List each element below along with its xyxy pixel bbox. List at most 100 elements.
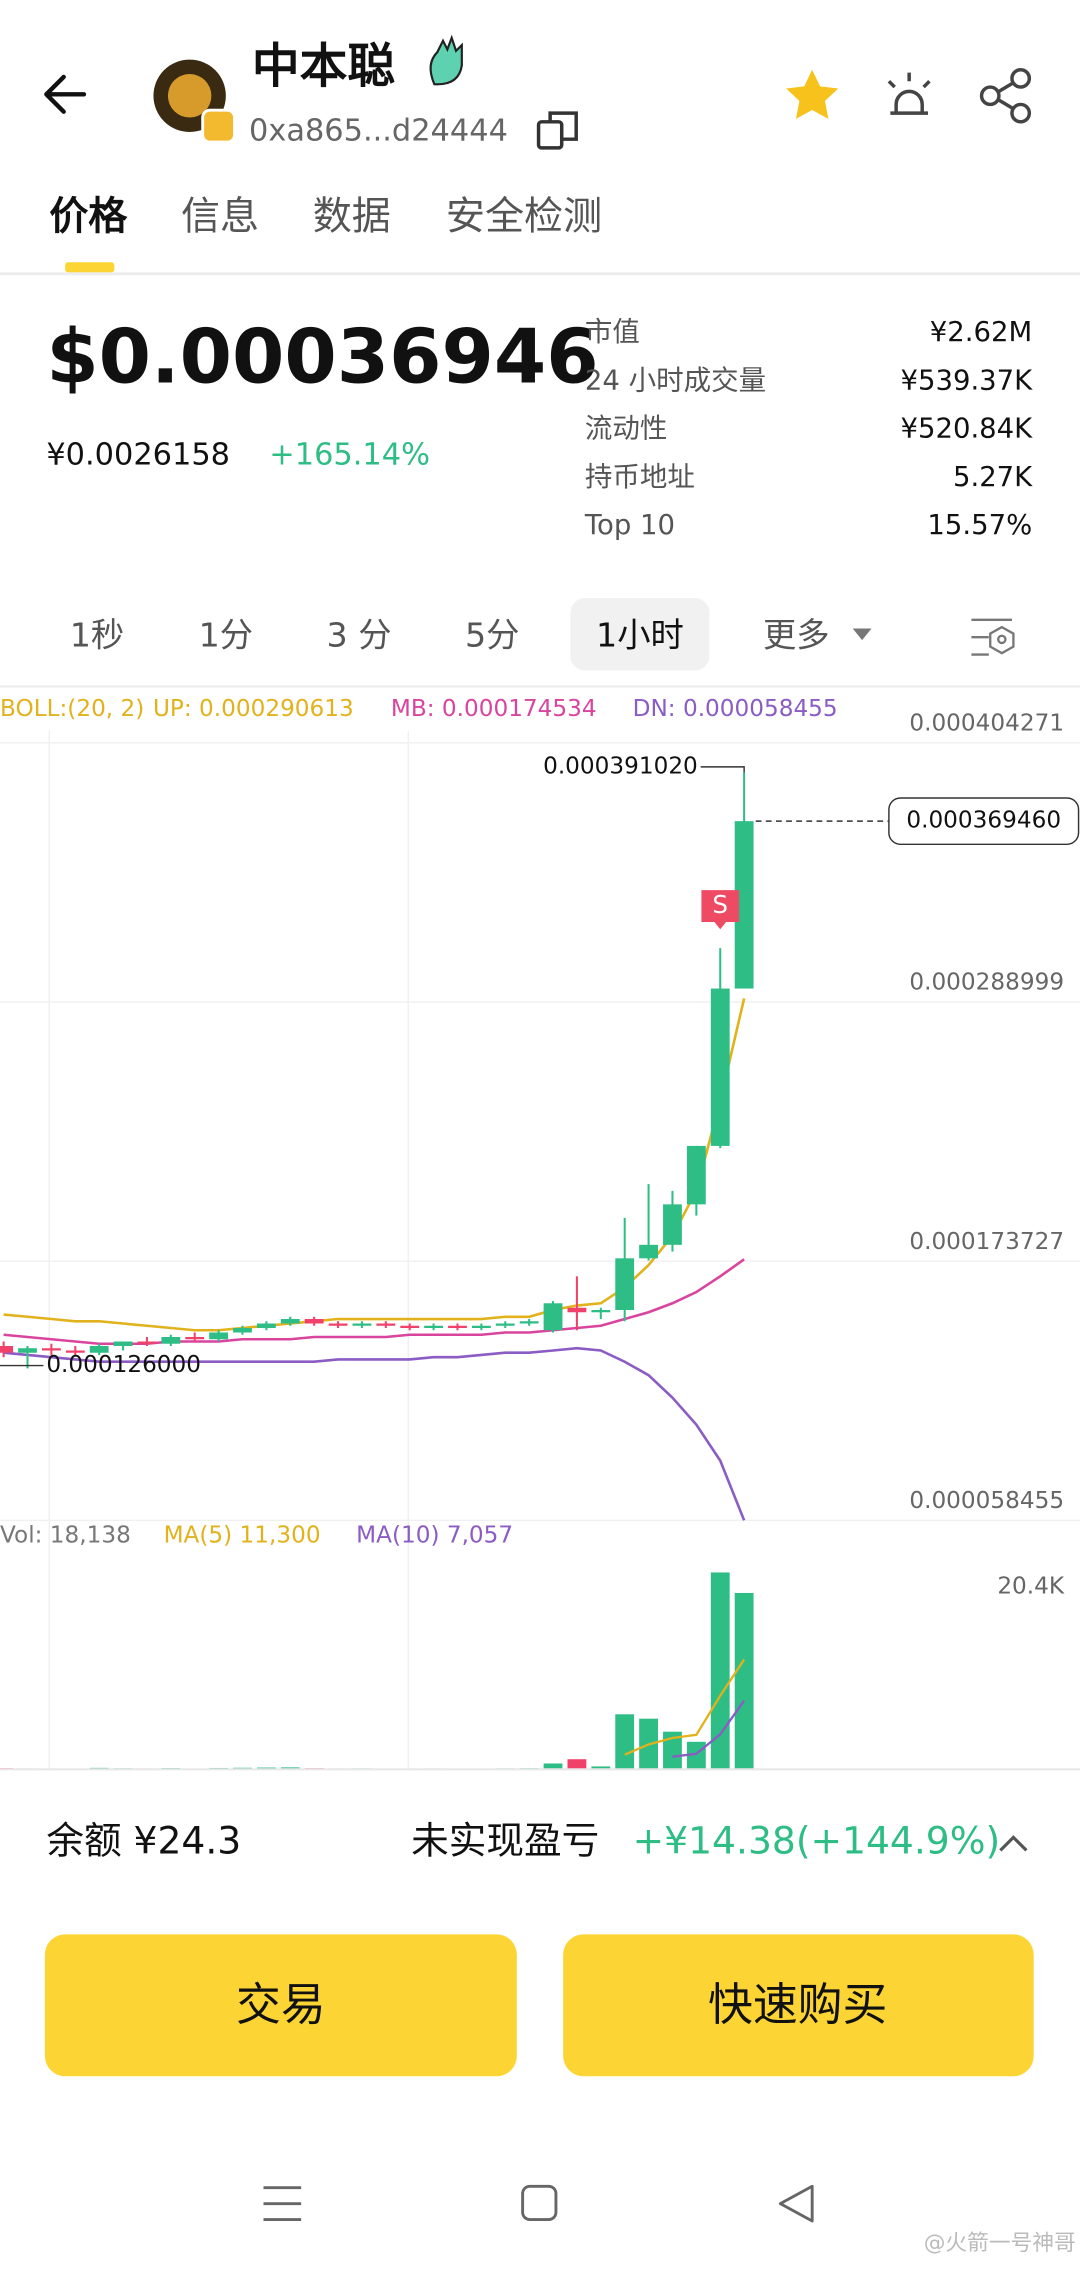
interval[interactable]: 1分 — [199, 616, 253, 655]
tab[interactable]: 安全检测 — [446, 194, 602, 239]
watermark: @火箭一号神哥 — [924, 2231, 1076, 2256]
tab-bar: 价格 信息 数据 安全检测 — [49, 194, 602, 273]
wave-icon — [429, 34, 463, 86]
candle-body — [519, 1321, 539, 1324]
nav-back[interactable] — [778, 2184, 814, 2223]
candle-body — [280, 1319, 300, 1324]
candle-body — [543, 1303, 563, 1331]
tab[interactable]: 价格 — [49, 194, 128, 239]
alert-button[interactable] — [887, 72, 931, 115]
candle-body — [495, 1323, 515, 1326]
candle-body — [615, 1258, 635, 1311]
volume-legend: MA(10) 7,057 — [356, 1523, 513, 1549]
interval[interactable]: 5分 — [465, 616, 519, 655]
volume-ma-line — [624, 1658, 746, 1756]
candle-body — [161, 1336, 181, 1344]
candle-body — [424, 1325, 444, 1329]
interval-selected — [570, 598, 710, 671]
pnl-value: +¥14.38(+144.9%) — [633, 1819, 1001, 1863]
volume-area — [0, 1572, 754, 1770]
price-cny: ¥0.0026158 — [46, 438, 230, 473]
stat-value: ¥520.84K — [900, 413, 1033, 445]
tab[interactable]: 信息 — [181, 194, 259, 239]
candle-body — [376, 1323, 396, 1326]
volume-chart: 20.4K Vol: 18,138 MA(5) 11,300 MA(10) 7,057 — [0, 1523, 1065, 1770]
volume-bar — [663, 1731, 682, 1770]
stat-label: 持币地址 — [585, 461, 695, 493]
interval[interactable]: 1秒 — [70, 616, 124, 655]
nav-home[interactable] — [521, 2184, 558, 2222]
candle-body — [400, 1325, 420, 1329]
y-tick-label: 0.000404271 — [909, 711, 1064, 737]
candle-body — [233, 1328, 252, 1333]
share-button[interactable] — [979, 67, 1032, 124]
indicator-name: BOLL:(20, 2) — [0, 696, 144, 722]
candle-body — [639, 1244, 658, 1259]
pnl-label: 未实现盈亏 — [411, 1819, 599, 1863]
signal-marker — [701, 890, 740, 930]
price-chart: 0.000404271 0.000288999 0.000173727 0.00005… — [0, 711, 1080, 1522]
stat-label: 流动性 — [585, 413, 668, 445]
candle-body — [352, 1323, 372, 1326]
volume-ma-line — [672, 1700, 746, 1758]
indicator-legend: BOLL:(20, 2) UP: 0.000290613 MB: 0.0001745… — [0, 696, 838, 722]
y-tick-label: 20.4K — [997, 1573, 1065, 1599]
volume-legend: MA(5) 11,300 — [164, 1523, 321, 1549]
copy-button[interactable] — [536, 111, 578, 150]
candle-body — [663, 1204, 682, 1245]
candle-body — [89, 1345, 109, 1353]
volume-bar — [543, 1763, 563, 1770]
y-tick-label: 0.000288999 — [909, 970, 1064, 996]
interval[interactable]: 更多 — [763, 616, 830, 655]
interval[interactable]: 1小时 — [596, 616, 684, 655]
stat-label: 24 小时成交量 — [585, 364, 766, 396]
trade-button[interactable] — [44, 1934, 517, 2077]
tab-indicator — [65, 262, 115, 273]
quick-buy-button[interactable] — [563, 1934, 1034, 2077]
candle-body — [18, 1348, 37, 1353]
volume-legend: Vol: 18,138 — [0, 1523, 131, 1549]
token-address: 0xa865...d24444 — [249, 113, 508, 148]
candle-body — [256, 1323, 276, 1329]
high-label: 0.000391020 — [543, 753, 698, 779]
volume-bar — [734, 1592, 754, 1770]
chart-settings-button[interactable] — [971, 618, 1015, 656]
legend-entry: UP: 0.000290613 — [153, 696, 354, 722]
last-price-box — [888, 797, 1080, 846]
legend-entry: DN: 0.000058455 — [633, 696, 838, 722]
stat-value: ¥2.62M — [930, 316, 1032, 348]
volume-bar — [615, 1714, 635, 1770]
candle-body — [113, 1341, 133, 1346]
nav-menu[interactable] — [263, 2186, 302, 2222]
candle-body — [471, 1325, 491, 1329]
interval[interactable]: 3 分 — [327, 616, 392, 655]
candle-body — [686, 1145, 706, 1205]
candle-body — [734, 821, 754, 989]
volume-bar — [591, 1766, 611, 1770]
candle-body — [710, 988, 730, 1146]
high-pointer — [700, 766, 745, 773]
favorite-button[interactable] — [786, 69, 839, 119]
quick-buy-button-label[interactable]: 快速购买 — [708, 1978, 887, 2031]
stat-value: 15.57% — [927, 509, 1032, 541]
legend-entry: MB: 0.000174534 — [391, 696, 597, 722]
boll-line — [3, 1346, 746, 1521]
candle-body — [567, 1307, 587, 1313]
y-tick-label: 0.000058455 — [909, 1488, 1064, 1514]
candle-body — [448, 1325, 467, 1329]
price-change: +165.14% — [269, 438, 430, 473]
price-usd: $0.00036946 — [46, 313, 598, 401]
token-name: 中本聪 — [252, 40, 396, 95]
trade-button-label[interactable]: 交易 — [236, 1978, 326, 2031]
stat-label: 市值 — [585, 316, 640, 348]
back-button[interactable] — [44, 74, 87, 114]
dropdown-arrow — [852, 628, 872, 641]
tab[interactable]: 数据 — [313, 194, 391, 239]
balance: 余额 ¥24.3 — [46, 1819, 241, 1863]
candle-body — [185, 1336, 205, 1340]
candle-body — [209, 1332, 229, 1340]
expand-button[interactable] — [999, 1835, 1028, 1852]
low-label: 0.000126000 — [46, 1352, 201, 1378]
